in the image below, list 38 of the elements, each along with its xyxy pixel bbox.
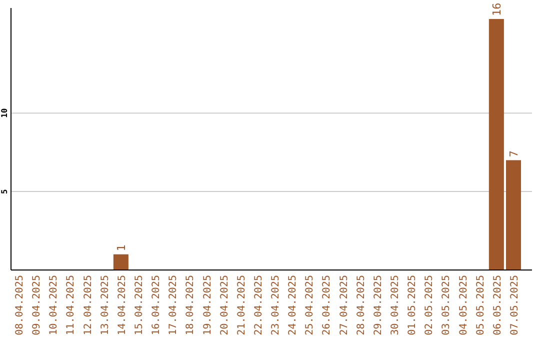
x-tick-label: 10.04.2025: [48, 275, 60, 336]
x-tick-label: 01.05.2025: [407, 275, 418, 336]
x-tick-label: 06.05.2025: [492, 275, 504, 336]
x-tick-label: 08.04.2025: [14, 275, 26, 336]
x-tick-label: 12.04.2025: [82, 275, 94, 336]
x-tick-label: 25.04.2025: [304, 275, 316, 336]
x-tick-label: 17.04.2025: [168, 275, 180, 336]
x-tick-label: 13.04.2025: [100, 275, 111, 336]
bar: [113, 254, 128, 270]
x-tick-label: 26.04.2025: [322, 275, 333, 336]
y-tick-label: 5: [0, 188, 9, 194]
x-tick-label: 28.04.2025: [356, 275, 367, 336]
x-tick-label: 18.04.2025: [185, 275, 196, 336]
x-tick-label: 14.04.2025: [116, 275, 128, 336]
x-tick-label: 11.04.2025: [66, 275, 77, 336]
x-tick-label: 15.04.2025: [134, 275, 145, 336]
x-tick-label: 20.04.2025: [219, 275, 230, 336]
data-label: 16: [490, 2, 504, 16]
x-tick-label: 04.05.2025: [458, 275, 470, 336]
x-tick-label: 30.04.2025: [390, 275, 402, 336]
x-tick-label: 16.04.2025: [151, 275, 162, 336]
data-label: 7: [507, 150, 520, 158]
y-tick-label: 10: [0, 108, 9, 118]
x-tick-label: 21.04.2025: [236, 275, 248, 336]
bar: [506, 160, 521, 270]
x-tick-label: 03.05.2025: [441, 275, 452, 336]
x-tick-label: 27.04.2025: [338, 275, 350, 336]
x-tick-label: 09.04.2025: [32, 275, 43, 336]
x-tick-label: 19.04.2025: [202, 275, 214, 336]
x-tick-label: 05.05.2025: [475, 275, 486, 336]
x-tick-label: 07.05.2025: [509, 275, 520, 336]
x-tick-label: 22.04.2025: [253, 275, 264, 336]
bar: [488, 18, 504, 270]
data-label: 1: [114, 244, 128, 252]
x-tick-label: 02.05.2025: [424, 275, 436, 336]
x-tick-label: 23.04.2025: [270, 275, 282, 336]
x-tick-label: 24.04.2025: [288, 275, 299, 336]
x-tick-label: 29.04.2025: [372, 275, 384, 336]
